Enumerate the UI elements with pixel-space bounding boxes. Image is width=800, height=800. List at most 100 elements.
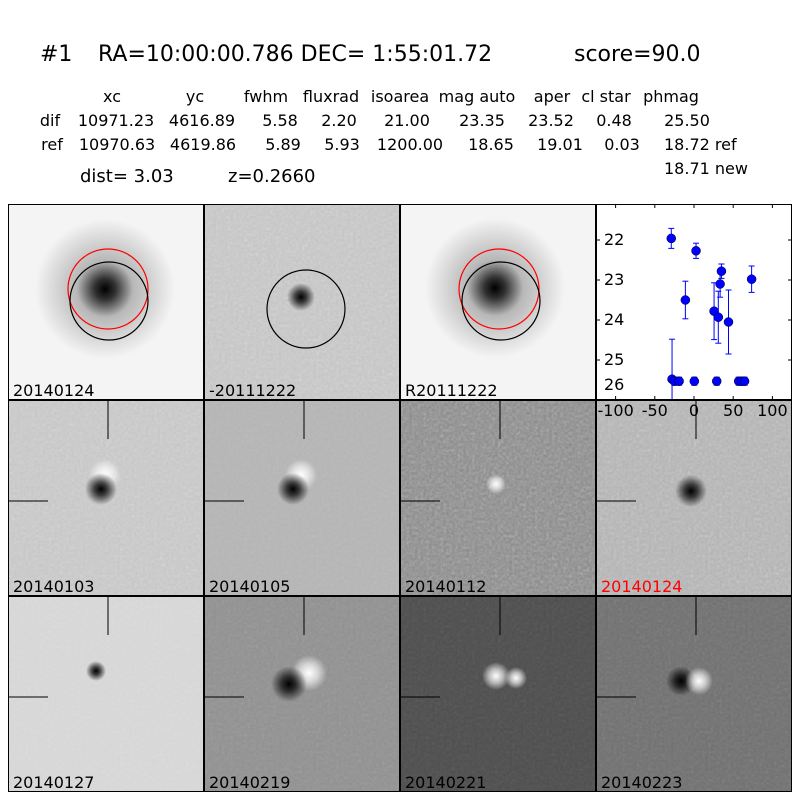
- cell: 23.52: [528, 111, 574, 130]
- col-phmag: phmag: [643, 87, 699, 106]
- thumbnail-image: [205, 401, 399, 595]
- thumbnail-panel: 20140127: [8, 596, 204, 792]
- cell: 21.00: [384, 111, 430, 130]
- panel-date-label: 20140127: [13, 773, 95, 792]
- source-blob: [287, 283, 315, 311]
- thumbnail-image: [9, 597, 203, 791]
- thumbnail-panel: 20140223: [596, 596, 792, 792]
- col-isoarea: isoarea: [370, 87, 430, 106]
- x-tick-label: 50: [723, 401, 744, 420]
- source-blob: [482, 662, 510, 690]
- panel-date-label: 20140124: [13, 381, 95, 400]
- thumbnail-panel: 20140124: [8, 204, 204, 400]
- cell: 0.48: [596, 111, 632, 130]
- data-point: [666, 227, 677, 249]
- cell: 5.89: [265, 135, 301, 154]
- thumbnail-image: [401, 401, 595, 595]
- thumbnail-image: [597, 597, 791, 791]
- marker: [680, 295, 691, 305]
- aperture-circle: [461, 261, 541, 341]
- panel-date-label: 20140103: [13, 577, 95, 596]
- col-cl-star: cl star: [581, 87, 631, 106]
- thumbnail-image: [597, 401, 791, 595]
- source-blob: [86, 661, 106, 681]
- panel-date-label: -20111222: [209, 381, 297, 400]
- thumbnail-panel: 20140221: [400, 596, 596, 792]
- cell: 18.65: [468, 135, 514, 154]
- plot-background: [596, 204, 792, 400]
- marker: [746, 274, 757, 284]
- redshift: z=0.2660: [228, 166, 316, 187]
- x-tick-label: -50: [641, 401, 668, 420]
- y-tick-label: 22: [604, 230, 625, 249]
- cell: 4616.89: [168, 111, 236, 130]
- cell: 18.72 ref: [664, 135, 737, 154]
- x-tick-label: 0: [688, 401, 700, 420]
- marker: [739, 376, 750, 386]
- cell: 0.03: [604, 135, 640, 154]
- source-blob: [271, 666, 307, 702]
- thumbnail-image: [401, 597, 595, 791]
- source-blob: [85, 473, 117, 505]
- thumbnail-image: [205, 205, 399, 399]
- y-tick-label: 24: [604, 310, 625, 329]
- phmag-new: 18.71 new: [664, 159, 748, 178]
- panel-date-label: 20140105: [209, 577, 291, 596]
- panel-date-label: 20140219: [209, 773, 291, 792]
- thumbnail-panel: 20140112: [400, 400, 596, 596]
- marker: [711, 376, 722, 386]
- marker: [691, 246, 701, 256]
- panel-date-label: 20140124: [601, 577, 683, 596]
- x-tick-label: 100: [757, 401, 788, 420]
- marker: [689, 376, 700, 386]
- y-tick-label: 23: [604, 270, 625, 289]
- source-blob: [685, 667, 713, 695]
- x-tick-label: -100: [597, 401, 634, 420]
- source-blob: [505, 667, 527, 689]
- source-blob: [675, 475, 707, 507]
- source-blob: [277, 473, 309, 505]
- thumbnail-panel: 20140103: [8, 400, 204, 596]
- y-tick-label: 25: [604, 350, 625, 369]
- thumbnail-panel: 20140124: [596, 400, 792, 596]
- aperture-circle: [69, 261, 149, 341]
- plot-frame: [596, 204, 792, 400]
- ref-aperture-circle: [458, 248, 540, 330]
- candidate-id: #1: [40, 42, 73, 67]
- ref-aperture-circle: [67, 248, 149, 330]
- cell: 23.35: [459, 111, 505, 130]
- score: score=90.0: [574, 42, 701, 67]
- cell: 10971.23: [77, 111, 155, 130]
- thumbnail-image: [9, 205, 203, 399]
- panel-date-label: R20111222: [405, 381, 498, 400]
- col-xc: xc: [103, 87, 121, 106]
- aperture-circle: [266, 269, 346, 349]
- row-ref-label: ref: [41, 135, 63, 154]
- cell: 5.93: [324, 135, 360, 154]
- data-point: [739, 376, 750, 386]
- y-tick-label: 26: [604, 375, 625, 394]
- marker: [723, 317, 734, 327]
- marker: [715, 279, 725, 289]
- thumbnail-panel: -20111222: [204, 204, 400, 400]
- panel-date-label: 20140112: [405, 577, 487, 596]
- cell: 2.20: [321, 111, 357, 130]
- source-blob: [425, 218, 565, 358]
- coordinates: RA=10:00:00.786 DEC= 1:55:01.72: [98, 42, 493, 67]
- panel-date-label: 20140223: [601, 773, 683, 792]
- source-blob: [35, 219, 175, 359]
- light-curve-chart: [596, 204, 792, 400]
- col-fluxrad: fluxrad: [302, 87, 360, 106]
- cell: 1200.00: [376, 135, 444, 154]
- dist: dist= 3.03: [80, 166, 174, 187]
- col-fwhm: fwhm: [243, 87, 289, 106]
- data-point: [723, 289, 734, 355]
- data-point: [711, 376, 722, 386]
- cell: 5.58: [262, 111, 298, 130]
- data-point: [674, 376, 684, 386]
- thumbnail-panel: 20140105: [204, 400, 400, 596]
- cell: 10970.63: [78, 135, 156, 154]
- data-point: [680, 280, 691, 320]
- data-point: [713, 290, 724, 344]
- col-mag-auto: mag auto: [438, 87, 516, 106]
